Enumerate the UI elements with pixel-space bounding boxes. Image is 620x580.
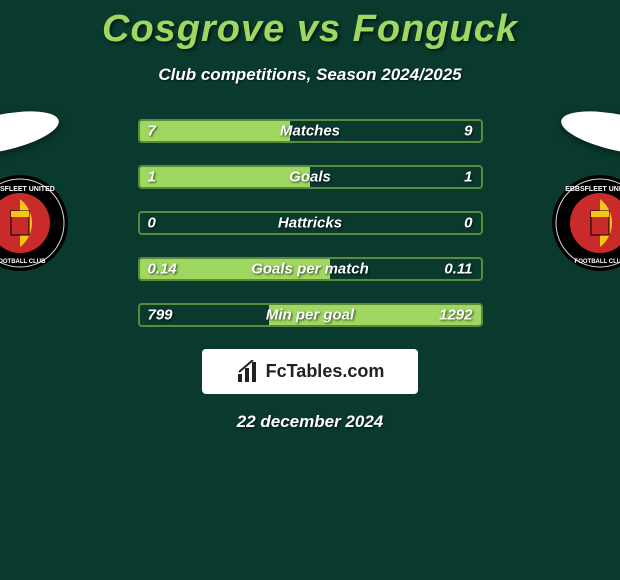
stats-bars: 7Matches9 1Goals1 0Hattricks0 0.14Goals per… <box>138 115 483 327</box>
svg-text:EBBSFLEET UNITED: EBBSFLEET UNITED <box>565 186 620 193</box>
svg-text:FOOTBALL CLUB: FOOTBALL CLUB <box>0 259 46 265</box>
svg-text:FOOTBALL CLUB: FOOTBALL CLUB <box>575 259 620 265</box>
branding-text: FcTables.com <box>266 361 385 382</box>
club-crest-right: EBBSFLEET UNITED FOOTBALL CLUB <box>550 173 620 273</box>
crest-icon: EBBSFLEET UNITED FOOTBALL CLUB <box>550 173 620 273</box>
page-title: Cosgrove vs Fonguck <box>0 0 620 51</box>
stat-label: Matches <box>140 123 481 140</box>
stat-row: 799Min per goal1292 <box>138 303 483 327</box>
stat-label: Min per goal <box>140 307 481 324</box>
subtitle: Club competitions, Season 2024/2025 <box>0 65 620 85</box>
stat-label: Goals <box>140 169 481 186</box>
comparison-block: EBBSFLEET UNITED FOOTBALL CLUB EBBSFLEET… <box>0 115 620 327</box>
stat-label: Hattricks <box>140 215 481 232</box>
crest-icon: EBBSFLEET UNITED FOOTBALL CLUB <box>0 173 70 273</box>
oval-shadow-right <box>558 103 620 163</box>
club-crest-left: EBBSFLEET UNITED FOOTBALL CLUB <box>0 173 70 273</box>
stat-value-right: 1 <box>464 169 472 186</box>
stat-label: Goals per match <box>140 261 481 278</box>
date-text: 22 december 2024 <box>0 412 620 432</box>
stat-row: 0.14Goals per match0.11 <box>138 257 483 281</box>
stat-row: 0Hattricks0 <box>138 211 483 235</box>
stat-value-right: 0 <box>464 215 472 232</box>
stat-row: 7Matches9 <box>138 119 483 143</box>
stat-value-right: 1292 <box>439 307 472 324</box>
branding-badge: FcTables.com <box>202 349 418 394</box>
bar-chart-icon <box>236 360 260 384</box>
svg-text:EBBSFLEET UNITED: EBBSFLEET UNITED <box>0 186 55 193</box>
oval-shadow-left <box>0 103 62 163</box>
stat-row: 1Goals1 <box>138 165 483 189</box>
stat-value-right: 0.11 <box>444 261 472 278</box>
stat-value-right: 9 <box>464 123 472 140</box>
